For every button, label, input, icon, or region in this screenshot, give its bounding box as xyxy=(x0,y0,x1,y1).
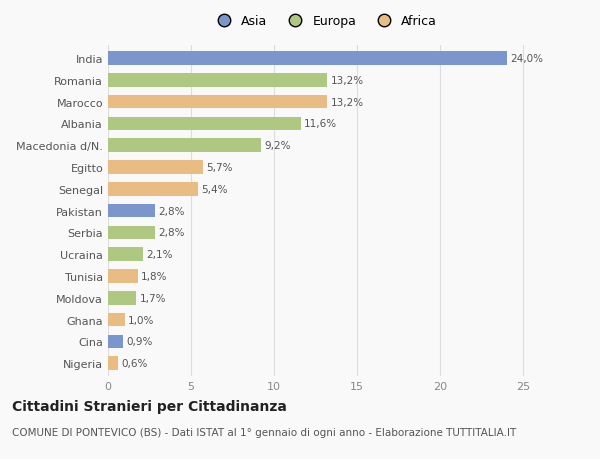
Bar xyxy=(108,74,328,87)
Text: 2,1%: 2,1% xyxy=(146,250,173,260)
Text: 1,0%: 1,0% xyxy=(128,315,154,325)
Bar xyxy=(108,226,155,240)
Bar xyxy=(108,357,118,370)
Bar xyxy=(108,335,123,348)
Text: COMUNE DI PONTEVICO (BS) - Dati ISTAT al 1° gennaio di ogni anno - Elaborazione : COMUNE DI PONTEVICO (BS) - Dati ISTAT al… xyxy=(12,427,516,437)
Text: 2,8%: 2,8% xyxy=(158,206,184,216)
Text: 1,8%: 1,8% xyxy=(141,271,168,281)
Bar xyxy=(108,204,155,218)
Bar xyxy=(108,313,125,327)
Text: 2,8%: 2,8% xyxy=(158,228,184,238)
Text: Cittadini Stranieri per Cittadinanza: Cittadini Stranieri per Cittadinanza xyxy=(12,399,287,413)
Text: 0,9%: 0,9% xyxy=(126,336,152,347)
Text: 11,6%: 11,6% xyxy=(304,119,337,129)
Bar xyxy=(108,183,198,196)
Text: 13,2%: 13,2% xyxy=(331,97,364,107)
Bar xyxy=(108,161,203,174)
Bar xyxy=(108,269,138,283)
Text: 24,0%: 24,0% xyxy=(510,54,543,64)
Legend: Asia, Europa, Africa: Asia, Europa, Africa xyxy=(206,10,442,33)
Text: 0,6%: 0,6% xyxy=(121,358,148,368)
Bar xyxy=(108,52,507,66)
Text: 9,2%: 9,2% xyxy=(264,141,290,151)
Text: 13,2%: 13,2% xyxy=(331,76,364,86)
Bar xyxy=(108,248,143,261)
Bar xyxy=(108,118,301,131)
Bar xyxy=(108,95,328,109)
Text: 5,4%: 5,4% xyxy=(201,185,227,195)
Text: 5,7%: 5,7% xyxy=(206,162,233,173)
Bar xyxy=(108,291,136,305)
Text: 1,7%: 1,7% xyxy=(140,293,166,303)
Bar xyxy=(108,139,261,153)
